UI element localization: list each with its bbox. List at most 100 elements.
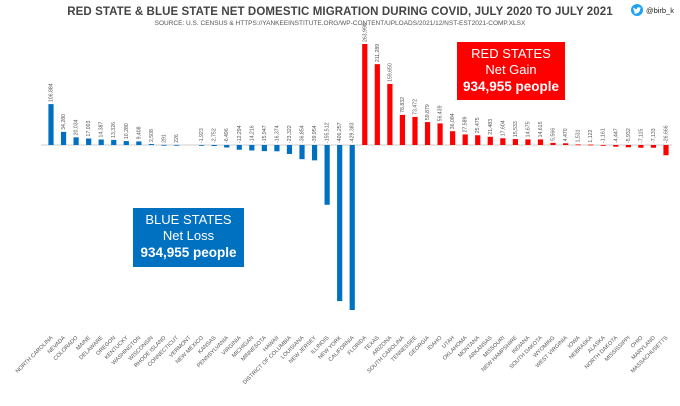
value-label-connecticut: 226 — [174, 134, 180, 143]
red-annotation-title: RED STATES — [471, 46, 551, 61]
value-label-louisiana: -36,854 — [300, 125, 306, 143]
bar-kansas — [211, 145, 217, 147]
bar-alaska — [600, 145, 606, 146]
bar-south-carolina — [399, 114, 406, 145]
bar-louisiana — [299, 145, 305, 160]
bar-maryland — [650, 145, 657, 148]
bar-hawaii — [274, 145, 280, 152]
bar-nebraska — [588, 144, 594, 146]
bar-new-mexico — [199, 145, 205, 146]
value-label-south-dakota: 14,615 — [538, 121, 544, 137]
bar-massachusetts — [663, 145, 669, 156]
value-label-arkansas: 21,483 — [488, 119, 494, 135]
bar-pennsylvania — [224, 145, 230, 148]
twitter-bird-icon — [630, 4, 643, 16]
value-label-texas: 211,289 — [375, 44, 381, 62]
bar-west-virginia — [562, 143, 569, 145]
value-label-idaho: 56,439 — [438, 105, 444, 121]
bar-nevada — [60, 131, 67, 145]
bar-oklahoma — [462, 134, 468, 145]
value-label-wisconsin: 2,508 — [149, 129, 155, 142]
bar-maine — [86, 138, 92, 145]
value-label-nebraska: 1,122 — [588, 129, 594, 142]
value-label-maryland: -7,133 — [651, 128, 657, 143]
value-label-south-carolina: 78,832 — [400, 97, 406, 113]
bar-district-of-columbia — [286, 145, 293, 154]
value-label-maine: 17,003 — [86, 121, 92, 137]
bar-illinois — [324, 145, 330, 205]
bar-new-hampshire — [512, 139, 518, 145]
bar-arkansas — [487, 136, 493, 145]
value-label-mississippi: -5,932 — [626, 128, 632, 143]
value-label-new-york: -406,257 — [337, 122, 343, 143]
bar-california — [349, 145, 355, 310]
value-label-pennsylvania: -6,496 — [224, 128, 230, 143]
value-label-kentucky: 10,280 — [124, 123, 130, 139]
value-label-wyoming: 5,566 — [551, 128, 557, 141]
red-annotation-total: 934,955 people — [462, 79, 560, 94]
value-label-ohio: -7,115 — [638, 129, 644, 143]
value-label-delaware: 14,387 — [99, 122, 105, 138]
author-handle-text: @birb_k — [645, 5, 674, 15]
value-label-utah: 36,084 — [450, 113, 456, 129]
bar-north-carolina — [48, 104, 54, 145]
value-label-montana: 25,475 — [475, 117, 481, 133]
value-label-virginia: -12,294 — [237, 125, 243, 143]
red-annotation-subtitle: Net Gain — [485, 62, 537, 77]
bar-michigan — [249, 145, 255, 151]
bar-kentucky — [123, 141, 129, 145]
bar-texas — [374, 64, 380, 145]
bar-connecticut — [173, 144, 180, 146]
value-label-west-virginia: 4,470 — [563, 128, 569, 141]
bar-georgia — [424, 122, 431, 145]
value-label-rhode-island: 291 — [161, 134, 167, 143]
bar-mississippi — [625, 145, 631, 148]
bar-florida — [362, 44, 368, 145]
value-label-california: -429,383 — [350, 122, 356, 143]
value-label-tennessee: 73,472 — [412, 99, 418, 115]
blue-states-annotation: BLUE STATES Net Loss 934,955 people — [133, 208, 244, 267]
chart-subtitle: SOURCE: U.S. CENSUS & HTTPS://YANKEEINST… — [154, 20, 526, 27]
author-handle[interactable]: @birb_k — [630, 4, 674, 16]
bar-washington — [136, 141, 142, 145]
bar-oregon — [111, 139, 117, 145]
bar-missouri — [500, 138, 506, 145]
value-label-alaska: -1,161 — [601, 128, 607, 143]
chart-title: RED STATE & BLUE STATE NET DOMESTIC MIGR… — [67, 6, 613, 18]
bar-tennessee — [412, 116, 418, 145]
category-label-north-carolina: NORTH CAROLINA — [15, 335, 55, 375]
bar-montana — [475, 135, 481, 145]
bar-arizona — [387, 83, 393, 145]
bar-new-york — [337, 145, 343, 302]
blue-annotation-title: BLUE STATES — [145, 212, 232, 227]
value-label-missouri: 17,604 — [500, 120, 506, 136]
value-label-oregon: 13,326 — [111, 122, 117, 138]
value-label-kansas: -2,752 — [212, 128, 218, 143]
bar-ohio — [638, 145, 644, 148]
value-label-nevada: 34,280 — [61, 114, 67, 130]
bar-rhode-island — [161, 144, 167, 146]
bar-indiana — [525, 139, 531, 145]
category-label-idaho: IDAHO — [427, 335, 444, 352]
value-label-district-of-columbia: -23,322 — [287, 125, 293, 143]
blue-annotation-subtitle: Net Loss — [162, 228, 215, 243]
bar-colorado — [73, 137, 79, 145]
value-label-washington: 9,408 — [136, 126, 142, 139]
bar-minnesota — [261, 145, 267, 152]
bar-utah — [450, 131, 456, 145]
bar-iowa — [575, 144, 581, 146]
value-label-oklahoma: 27,589 — [463, 116, 469, 132]
value-label-north-dakota: -4,447 — [613, 128, 619, 143]
value-label-arizona: 159,650 — [387, 63, 393, 82]
blue-annotation-total: 934,955 people — [140, 245, 237, 260]
value-label-illinois: -155,512 — [325, 122, 331, 143]
value-label-iowa: 1,531 — [576, 129, 582, 142]
value-label-new-hampshire: 15,533 — [513, 121, 519, 137]
bar-idaho — [437, 123, 443, 145]
red-states-annotation: RED STATES Net Gain 934,955 people — [457, 42, 565, 100]
value-label-minnesota: -15,947 — [262, 125, 268, 143]
value-label-new-mexico: -1,923 — [199, 128, 205, 143]
bar-wisconsin — [148, 144, 155, 145]
value-label-florida: 263,998 — [362, 23, 368, 42]
